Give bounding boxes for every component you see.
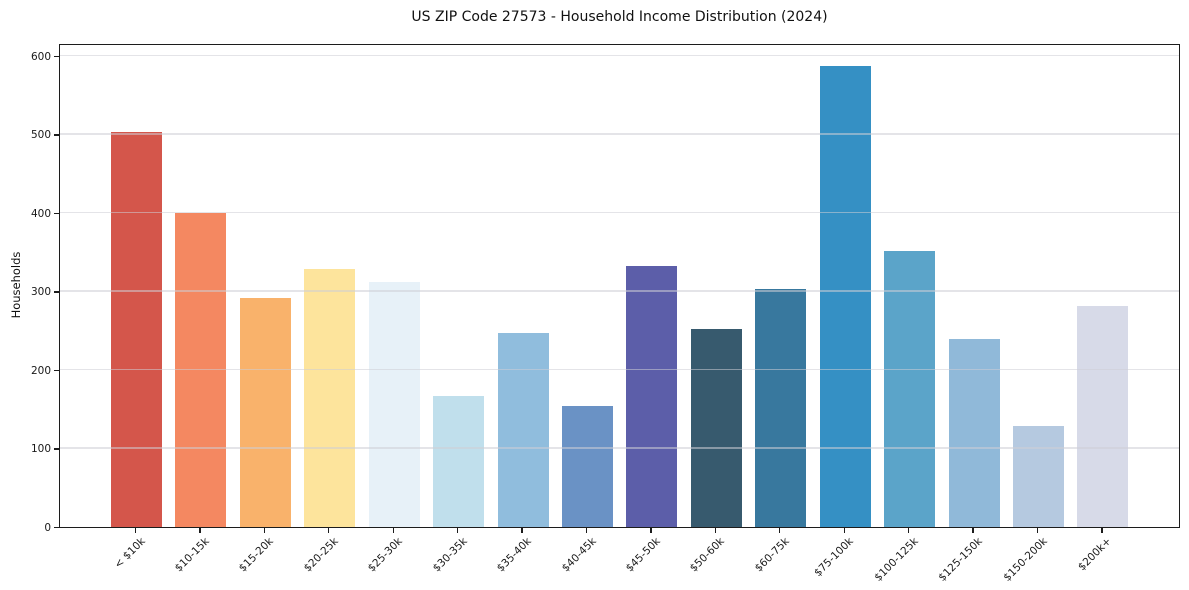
gridline	[60, 133, 1179, 135]
x-tick-label: $200k+	[1075, 534, 1114, 573]
bar	[239, 298, 291, 527]
x-tick-label: $60-75k	[752, 534, 792, 574]
x-tick-label: < $10k	[111, 534, 148, 571]
y-tick-label: 500	[30, 129, 51, 142]
bar	[562, 405, 613, 527]
y-tick-mark	[54, 291, 59, 293]
x-tick-mark	[714, 528, 717, 533]
plot-area	[59, 44, 1180, 528]
y-tick-mark	[54, 369, 59, 372]
x-tick-mark	[585, 528, 588, 533]
y-tick-label: 300	[30, 286, 51, 299]
x-tick-mark	[907, 528, 910, 533]
bar	[304, 269, 356, 527]
y-tick-mark	[54, 212, 59, 215]
chart-title: US ZIP Code 27573 - Household Income Dis…	[411, 9, 828, 25]
x-tick-mark	[134, 528, 137, 533]
y-tick-label: 200	[30, 364, 51, 377]
x-tick-label: $10-15k	[172, 534, 212, 574]
x-tick-mark	[650, 528, 652, 533]
x-tick-label: $45-50k	[623, 534, 663, 574]
bar	[884, 251, 936, 527]
y-axis-label: Households	[9, 251, 23, 319]
x-tick-label: $35-40k	[494, 534, 534, 574]
y-tick-label: 600	[30, 50, 51, 63]
y-tick-mark	[54, 448, 59, 450]
y-tick-mark	[54, 134, 59, 136]
x-tick-label: $25-30k	[365, 534, 405, 574]
x-tick-label: $125-150k	[936, 534, 985, 584]
x-tick-mark	[199, 528, 201, 533]
x-tick-label: $30-35k	[430, 534, 470, 574]
x-tick-mark	[1101, 528, 1103, 533]
x-tick-label: $15-20k	[237, 534, 277, 574]
bar	[497, 332, 549, 527]
bar	[433, 396, 485, 527]
x-tick-mark	[392, 528, 394, 533]
gridlines-layer	[60, 45, 1179, 527]
x-tick-mark	[1036, 528, 1039, 533]
x-tick-mark	[972, 528, 974, 533]
y-tick-label: 0	[44, 521, 51, 534]
x-tick-label: $20-25k	[301, 534, 341, 574]
x-tick-mark	[521, 528, 523, 533]
x-tick-label: $50-60k	[688, 534, 728, 574]
bars-layer	[60, 45, 1179, 527]
x-tick-mark	[456, 528, 459, 533]
x-tick-mark	[843, 528, 845, 533]
x-tick-mark	[263, 528, 266, 533]
y-tick-label: 400	[30, 207, 51, 220]
bar	[690, 328, 742, 527]
bar	[1077, 305, 1129, 527]
gridline	[60, 54, 1179, 57]
gridline	[60, 290, 1179, 292]
bar	[626, 265, 678, 527]
x-tick-label: $75-100k	[812, 534, 856, 579]
x-tick-label: $40-45k	[559, 534, 599, 574]
bar	[755, 289, 807, 527]
x-tick-mark	[328, 528, 330, 533]
x-tick-label: $150-200k	[1000, 534, 1050, 584]
x-tick-label: $100-125k	[871, 534, 921, 584]
gridline	[60, 447, 1179, 449]
y-tick-mark	[54, 55, 59, 58]
bar	[368, 281, 420, 527]
bar	[111, 132, 162, 527]
gridline	[60, 368, 1179, 371]
bar	[1013, 426, 1065, 527]
x-tick-mark	[779, 528, 781, 533]
bar	[819, 65, 871, 527]
y-tick-label: 100	[30, 443, 51, 455]
y-tick-mark	[54, 526, 59, 529]
gridline	[60, 211, 1179, 214]
